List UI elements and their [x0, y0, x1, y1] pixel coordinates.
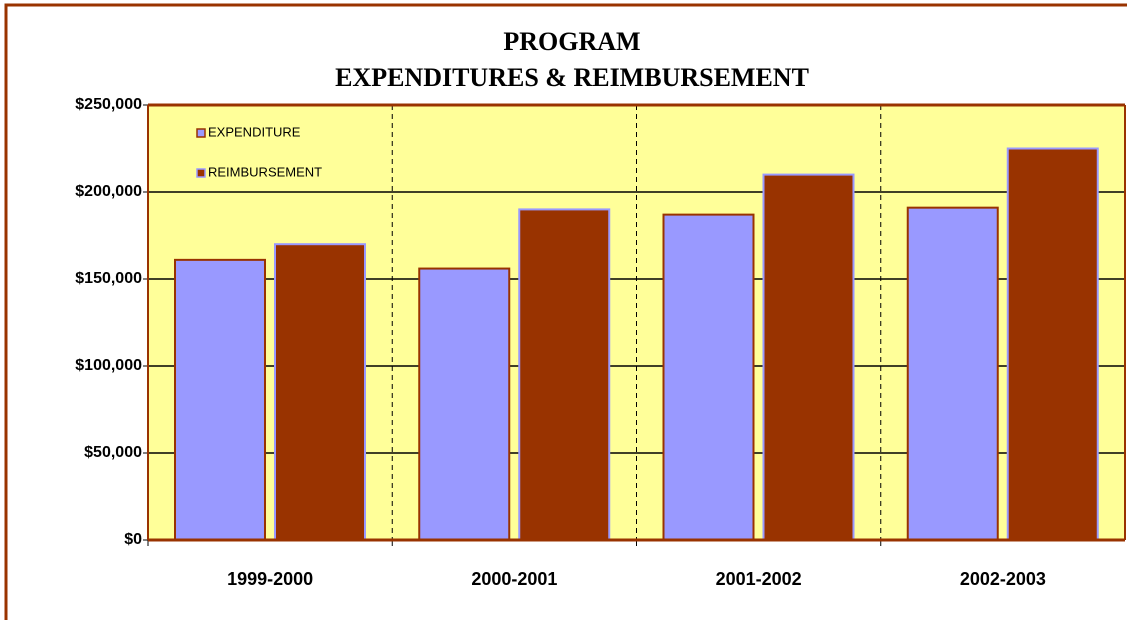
- legend-label: EXPENDITURE: [208, 124, 301, 139]
- y-tick-label: $0: [124, 531, 142, 548]
- bar: [906, 206, 999, 541]
- bar: [1006, 147, 1099, 541]
- x-tick-label: 2002-2003: [960, 569, 1046, 589]
- x-tick-label: 1999-2000: [227, 569, 313, 589]
- legend-swatch: [196, 168, 206, 178]
- bar: [518, 208, 611, 541]
- y-tick-label: $100,000: [75, 357, 142, 374]
- x-tick-label: 2001-2002: [716, 569, 802, 589]
- bar: [762, 173, 855, 541]
- legend-swatch: [196, 128, 206, 138]
- y-tick-label: $150,000: [75, 270, 142, 287]
- chart-title: PROGRAM: [503, 27, 640, 56]
- bar: [662, 213, 755, 541]
- bar: [174, 258, 266, 541]
- y-tick-label: $200,000: [75, 183, 142, 200]
- x-tick-label: 2000-2001: [471, 569, 557, 589]
- y-tick-label: $50,000: [84, 444, 142, 461]
- bar: [274, 243, 366, 541]
- chart-title: EXPENDITURES & REIMBURSEMENT: [335, 63, 809, 92]
- y-tick-label: $250,000: [75, 96, 142, 113]
- bar: [418, 267, 511, 541]
- legend-label: REIMBURSEMENT: [208, 164, 322, 179]
